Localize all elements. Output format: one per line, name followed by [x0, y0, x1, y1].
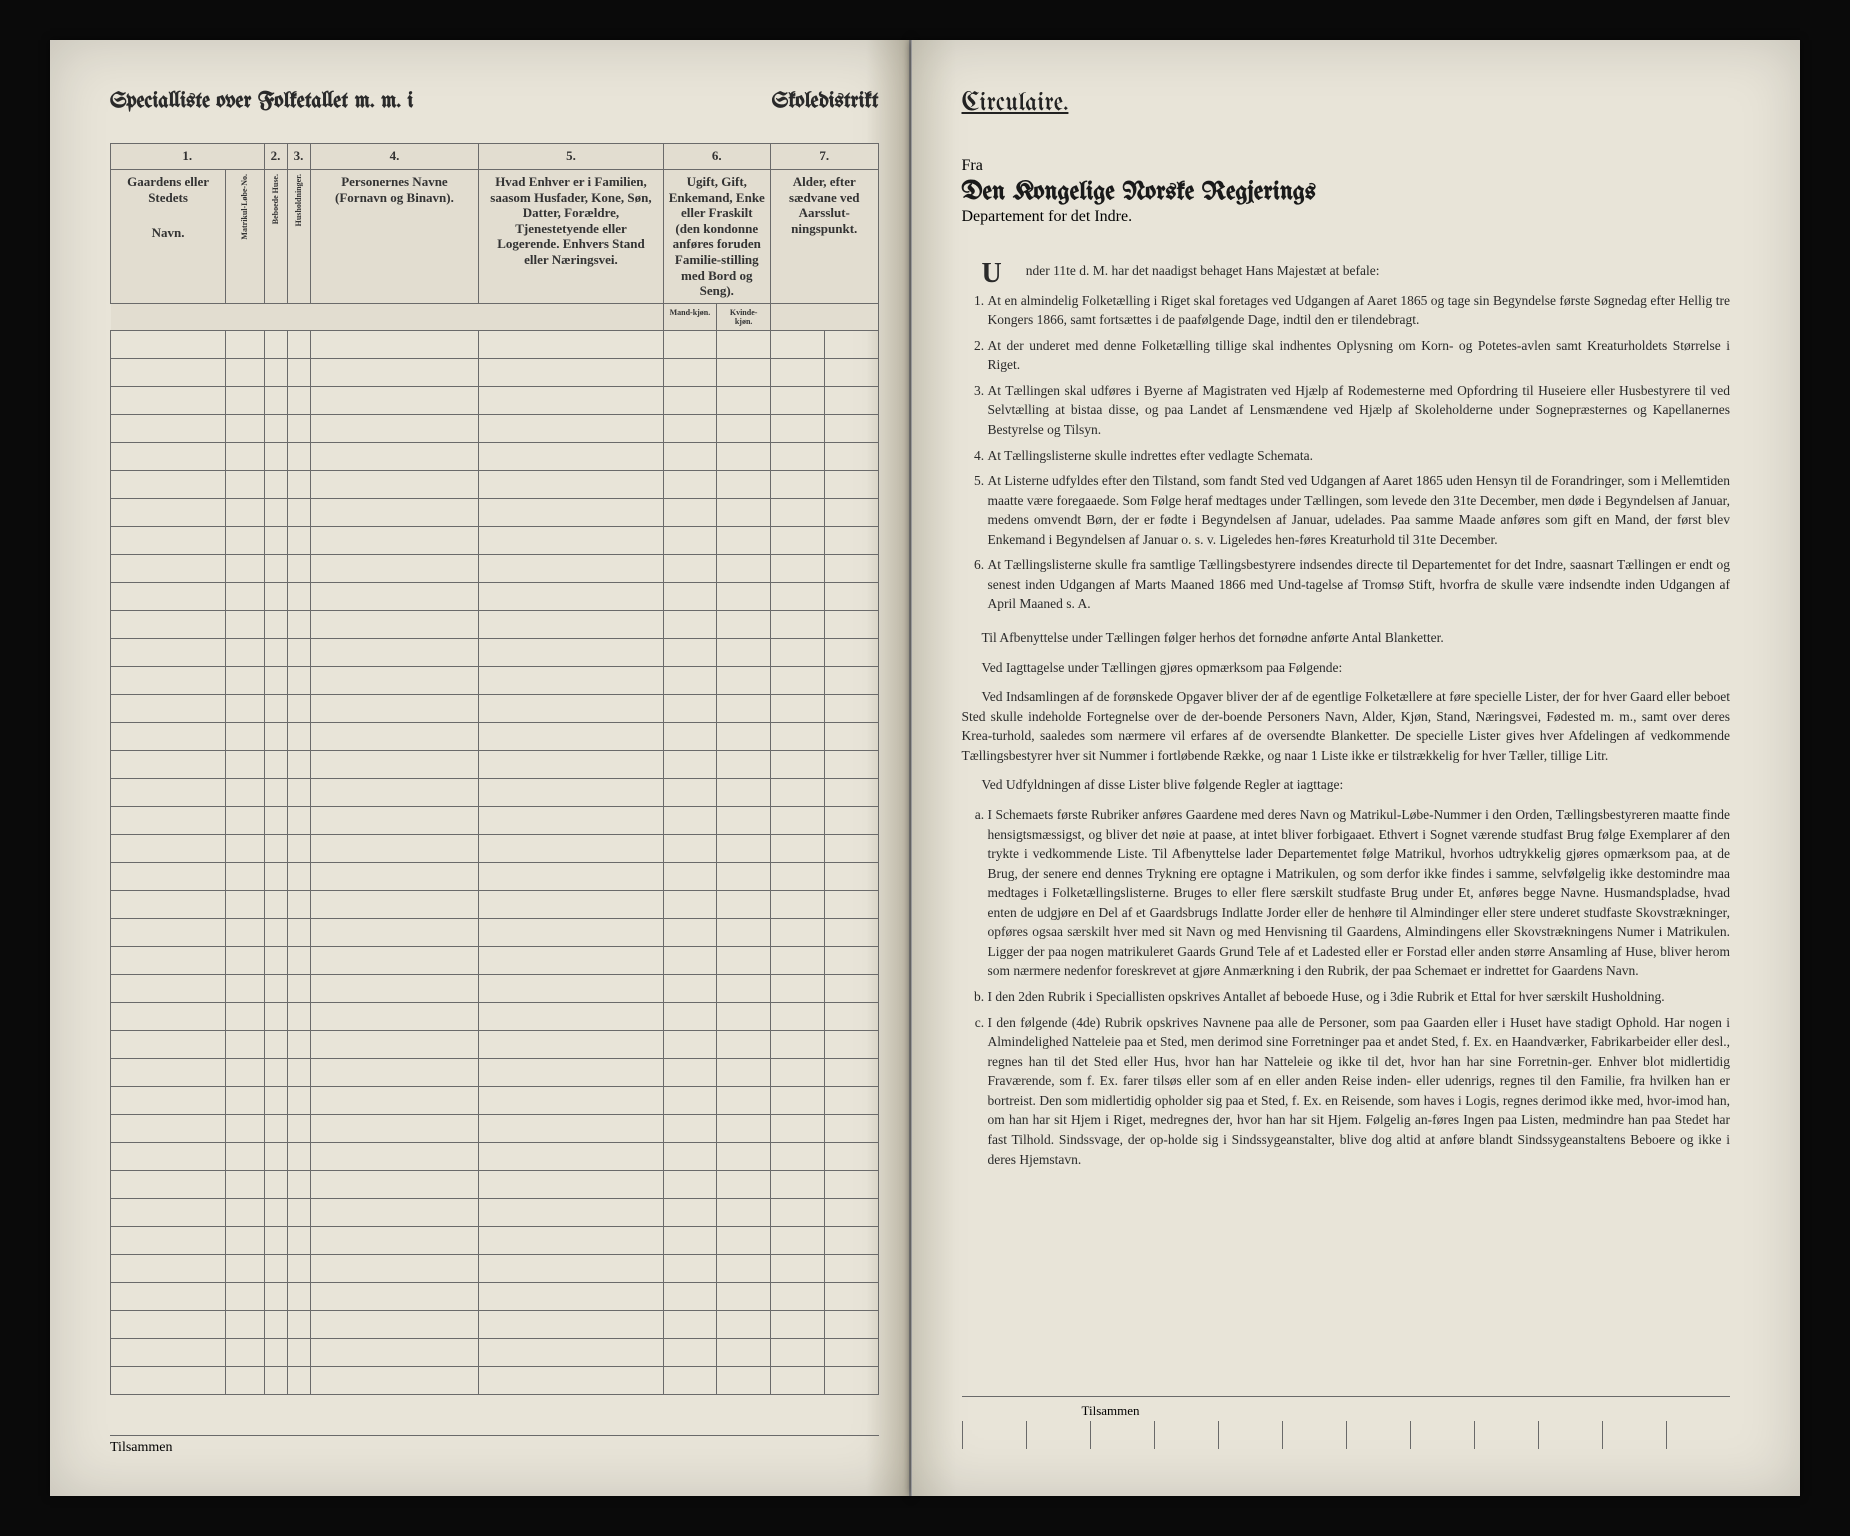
col4-header: Personernes Navne (Fornavn og Binavn). — [310, 170, 479, 304]
table-row — [111, 778, 879, 806]
column-header-row: Gaardens eller Stedets Navn. Matrikul-Lø… — [111, 170, 879, 304]
intro-line: Under 11te d. M. har det naadigst behage… — [962, 261, 1731, 281]
body-text: Under 11te d. M. har det naadigst behage… — [962, 261, 1731, 1169]
para2: Ved Iagttagelse under Tællingen gjøres o… — [962, 658, 1731, 678]
table-row — [111, 862, 879, 890]
col1-bottom: Navn. — [115, 225, 221, 241]
table-row — [111, 694, 879, 722]
list-item: I den følgende (4de) Rubrik opskrives Na… — [988, 1013, 1731, 1170]
col1-header: Gaardens eller Stedets Navn. — [111, 170, 226, 304]
col6-m: Mand-kjøn. — [663, 303, 717, 330]
table-row — [111, 1310, 879, 1338]
table-row — [111, 750, 879, 778]
circulaire-title: Circulaire. — [962, 90, 1731, 117]
table-row — [111, 582, 879, 610]
table-row — [111, 666, 879, 694]
table-row — [111, 1002, 879, 1030]
table-row — [111, 1282, 879, 1310]
numbered-list: At en almindelig Folketælling i Riget sk… — [988, 291, 1731, 614]
colnum-3: 3. — [287, 144, 310, 170]
para3: Ved Indsamlingen af de forønskede Opgave… — [962, 687, 1731, 765]
department-subtitle: Departement for det Indre. — [962, 208, 1731, 226]
colnum-7: 7. — [771, 144, 879, 170]
right-footer: Tilsammen — [962, 1396, 1731, 1456]
column-subheader-row: Mand-kjøn. Kvinde-kjøn. — [111, 303, 879, 330]
table-row — [111, 1198, 879, 1226]
table-row — [111, 610, 879, 638]
col5-header: Hvad Enhver er i Familien, saasom Husfad… — [479, 170, 663, 304]
table-row — [111, 1226, 879, 1254]
col6-k: Kvinde-kjøn. — [717, 303, 771, 330]
column-number-row: 1. 2. 3. 4. 5. 6. 7. — [111, 144, 879, 170]
table-row — [111, 470, 879, 498]
col3-header: Husholdninger. — [287, 170, 310, 304]
table-row — [111, 386, 879, 414]
header-left-text: Specialliste over Folketallet m. m. i — [110, 90, 413, 113]
table-row — [111, 1254, 879, 1282]
ledger-body — [111, 330, 879, 1394]
list-item: I Schemaets første Rubriker anføres Gaar… — [988, 805, 1731, 981]
list-item: At Tællingslisterne skulle indrettes eft… — [988, 446, 1731, 466]
list-item: At en almindelig Folketælling i Riget sk… — [988, 291, 1731, 330]
footer-ticks — [962, 1421, 1731, 1449]
list-item: I den 2den Rubrik i Speciallisten opskri… — [988, 987, 1731, 1007]
left-page: Specialliste over Folketallet m. m. i Sk… — [50, 40, 911, 1496]
list-item: At Listerne udfyldes efter den Tilstand,… — [988, 471, 1731, 549]
col7-header: Alder, efter sædvane ved Aarsslut-ningsp… — [771, 170, 879, 304]
lettered-list: I Schemaets første Rubriker anføres Gaar… — [988, 805, 1731, 1169]
table-row — [111, 946, 879, 974]
header-right-text: Skoledistrikt — [772, 90, 879, 113]
left-footer: Tilsammen — [110, 1435, 879, 1456]
col1-top: Gaardens eller Stedets — [115, 174, 221, 205]
col6-header: Ugift, Gift, Enkemand, Enke eller Fraski… — [663, 170, 770, 304]
table-row — [111, 834, 879, 862]
left-footer-label: Tilsammen — [110, 1440, 173, 1455]
list-item: At Tællingslisterne skulle fra samtlige … — [988, 555, 1731, 614]
colnum-6: 6. — [663, 144, 770, 170]
colnum-1: 1. — [111, 144, 265, 170]
table-row — [111, 974, 879, 1002]
list-item: At Tællingen skal udføres i Byerne af Ma… — [988, 381, 1731, 440]
table-row — [111, 1030, 879, 1058]
census-ledger-table: 1. 2. 3. 4. 5. 6. 7. Gaardens eller Sted… — [110, 143, 879, 1395]
right-footer-label: Tilsammen — [962, 1397, 1731, 1419]
intro-text: nder 11te d. M. har det naadigst behaget… — [1026, 263, 1380, 278]
table-row — [111, 1114, 879, 1142]
table-row — [111, 442, 879, 470]
colnum-4: 4. — [310, 144, 479, 170]
department-title: Den Kongelige Norske Regjerings — [962, 179, 1731, 206]
table-row — [111, 806, 879, 834]
col2-header: Beboede Huse. — [264, 170, 287, 304]
right-page: Circulaire. Fra Den Kongelige Norske Reg… — [911, 40, 1801, 1496]
table-row — [111, 414, 879, 442]
table-row — [111, 554, 879, 582]
table-row — [111, 330, 879, 358]
left-page-header: Specialliste over Folketallet m. m. i Sk… — [110, 90, 879, 113]
table-row — [111, 722, 879, 750]
table-row — [111, 918, 879, 946]
table-row — [111, 526, 879, 554]
table-row — [111, 1086, 879, 1114]
table-row — [111, 358, 879, 386]
table-row — [111, 1170, 879, 1198]
col6-top: Ugift, Gift, Enkemand, Enke eller Fraski… — [668, 174, 766, 299]
para4: Ved Udfyldningen af disse Lister blive f… — [962, 775, 1731, 795]
open-book: Specialliste over Folketallet m. m. i Sk… — [50, 40, 1800, 1496]
fra-label: Fra — [962, 157, 1731, 175]
table-row — [111, 890, 879, 918]
table-row — [111, 1058, 879, 1086]
table-row — [111, 1338, 879, 1366]
list-item: At der underet med denne Folketælling ti… — [988, 336, 1731, 375]
col1-sub: Matrikul-Løbe-No. — [226, 170, 264, 304]
colnum-5: 5. — [479, 144, 663, 170]
table-row — [111, 498, 879, 526]
table-row — [111, 1366, 879, 1394]
para1: Til Afbenyttelse under Tællingen følger … — [962, 628, 1731, 648]
table-row — [111, 1142, 879, 1170]
colnum-2: 2. — [264, 144, 287, 170]
table-row — [111, 638, 879, 666]
